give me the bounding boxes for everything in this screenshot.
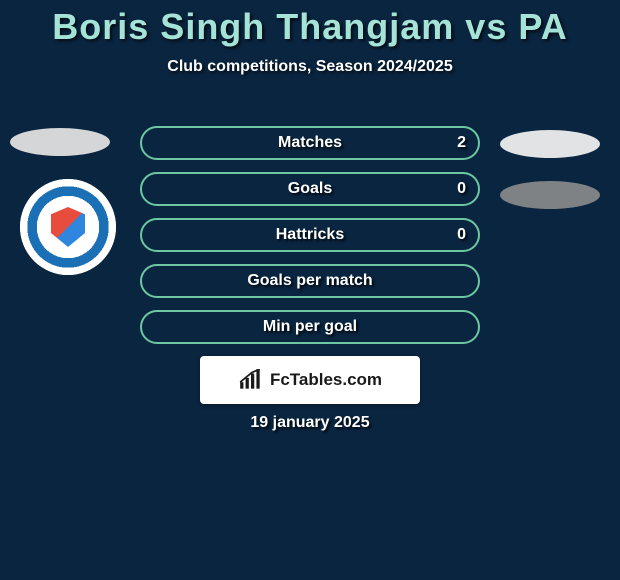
stat-label: Matches (142, 128, 478, 158)
branding-badge: FcTables.com (200, 356, 420, 404)
stat-value: 2 (457, 128, 466, 158)
page-subtitle: Club competitions, Season 2024/2025 (0, 58, 620, 76)
stat-row: Goals 0 (140, 172, 480, 206)
footer-date: 19 january 2025 (0, 414, 620, 432)
stat-row: Matches 2 (140, 126, 480, 160)
stat-label: Min per goal (142, 312, 478, 342)
club-crest-shield-icon (51, 207, 85, 247)
branding-text: FcTables.com (270, 370, 382, 390)
stat-label: Goals (142, 174, 478, 204)
stat-value: 0 (457, 174, 466, 204)
player-left-token-icon (10, 128, 110, 156)
stat-row: Goals per match (140, 264, 480, 298)
stat-value: 0 (457, 220, 466, 250)
stat-label: Goals per match (142, 266, 478, 296)
club-crest-icon (20, 179, 116, 275)
stat-label: Hattricks (142, 220, 478, 250)
page-title: Boris Singh Thangjam vs PA (0, 6, 620, 48)
player-right-token-top-icon (500, 130, 600, 158)
stats-table: Matches 2 Goals 0 Hattricks 0 Goals per … (140, 126, 480, 356)
stat-row: Min per goal (140, 310, 480, 344)
comparison-card: Boris Singh Thangjam vs PA Club competit… (0, 6, 620, 580)
stat-row: Hattricks 0 (140, 218, 480, 252)
bar-chart-icon (238, 369, 264, 391)
player-right-token-bottom-icon (500, 181, 600, 209)
